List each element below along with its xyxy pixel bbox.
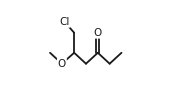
- Text: O: O: [58, 59, 66, 69]
- Text: O: O: [94, 28, 102, 38]
- Text: Cl: Cl: [59, 17, 70, 27]
